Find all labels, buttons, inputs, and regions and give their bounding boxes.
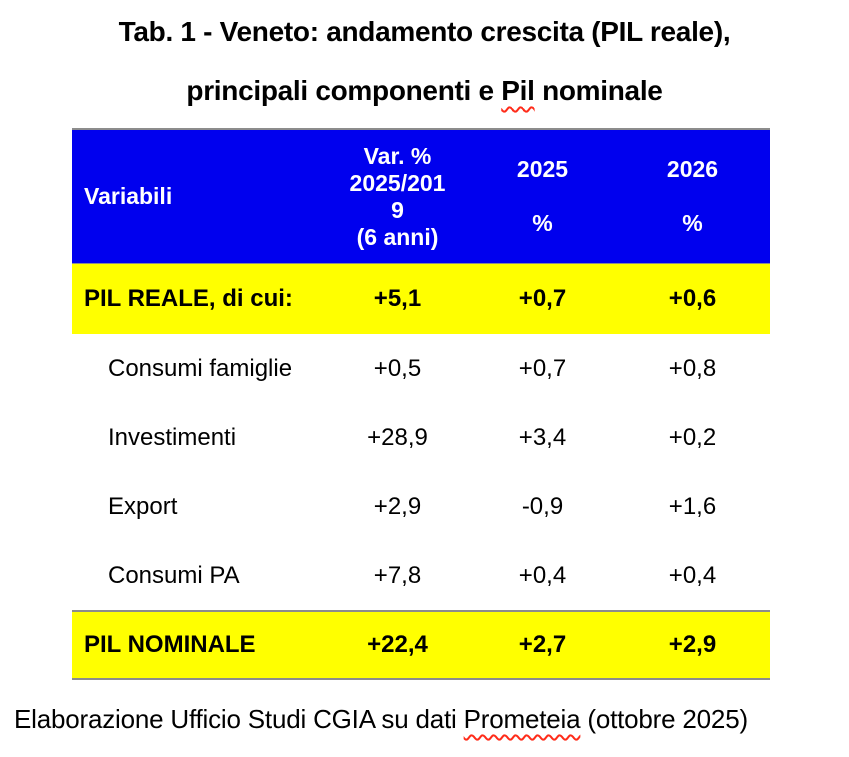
cell-value: +3,4 xyxy=(518,423,567,451)
data-table: Variabili Var. % 2025/201 9 (6 anni) 202… xyxy=(72,128,770,680)
table-row-pil-nominale: PIL NOMINALE +22,4 +2,7 +2,9 xyxy=(72,610,770,678)
table-row-pil-reale: PIL REALE, di cui: +5,1 +0,7 +0,6 xyxy=(72,264,770,334)
cell-value: +0,5 xyxy=(373,354,422,382)
row-label: Export xyxy=(108,492,178,520)
column-header-var-pct-2025-2019: Var. % 2025/201 9 (6 anni) xyxy=(349,142,446,250)
cell-value: +0,7 xyxy=(518,285,567,312)
source-note-prefix: Elaborazione Ufficio Studi CGIA su dati xyxy=(14,704,464,734)
cell-value: +0,4 xyxy=(518,561,567,589)
row-label: PIL REALE, di cui: xyxy=(84,285,293,312)
cell-value: +7,8 xyxy=(373,561,422,589)
figure-title-line1: Tab. 1 - Veneto: andamento crescita (PIL… xyxy=(118,16,731,47)
cell-value: +2,7 xyxy=(518,631,567,658)
figure-title-line2: principali componenti e Pil nominale xyxy=(0,71,849,130)
cell-value: +2,9 xyxy=(668,631,717,658)
cell-value: +28,9 xyxy=(367,423,428,451)
cell-value: +22,4 xyxy=(367,631,428,658)
column-header-2026-pct: 2026 % xyxy=(666,156,719,236)
cell-value: +0,7 xyxy=(518,354,567,382)
cell-value: +0,6 xyxy=(668,285,717,312)
row-label: PIL NOMINALE xyxy=(84,631,256,658)
row-label: Consumi PA xyxy=(108,561,240,589)
misspelled-word-pil: Pil xyxy=(501,75,535,106)
cell-value: +5,1 xyxy=(373,285,422,312)
cell-value: +0,8 xyxy=(668,354,717,382)
figure-title-line2-prefix: principali componenti e xyxy=(186,75,502,106)
cell-value: -0,9 xyxy=(521,492,564,520)
cell-value: +1,6 xyxy=(668,492,717,520)
cell-value: +0,2 xyxy=(668,423,717,451)
table-row-export: Export +2,9 -0,9 +1,6 xyxy=(72,472,770,541)
figure-title: Tab. 1 - Veneto: andamento crescita (PIL… xyxy=(0,12,849,130)
row-label: Consumi famiglie xyxy=(108,354,293,382)
table-header-row: Variabili Var. % 2025/201 9 (6 anni) 202… xyxy=(72,130,770,264)
table-row-consumi-famiglie: Consumi famiglie +0,5 +0,7 +0,8 xyxy=(72,334,770,403)
cell-value: +0,4 xyxy=(668,561,717,589)
cell-value: +2,9 xyxy=(373,492,422,520)
source-note: Elaborazione Ufficio Studi CGIA su dati … xyxy=(14,704,748,735)
column-header-2025-pct: 2025 % xyxy=(516,156,569,236)
row-label: Investimenti xyxy=(108,423,237,451)
figure-title-line2-suffix: nominale xyxy=(534,75,663,106)
column-header-variabili: Variabili xyxy=(84,183,173,209)
misspelled-word-prometeia: Prometeia xyxy=(463,704,581,734)
table-row-investimenti: Investimenti +28,9 +3,4 +0,2 xyxy=(72,403,770,472)
source-note-suffix: (ottobre 2025) xyxy=(580,704,748,734)
table-row-consumi-pa: Consumi PA +7,8 +0,4 +0,4 xyxy=(72,541,770,610)
